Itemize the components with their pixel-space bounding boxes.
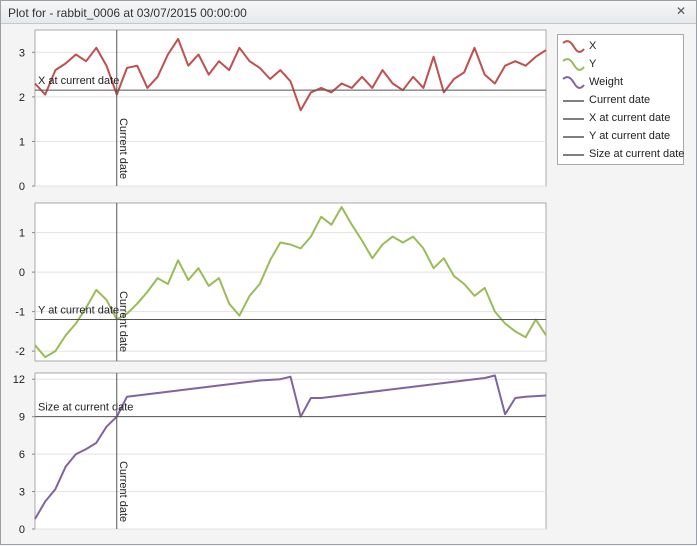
legend-label: Size at current date [589, 148, 685, 160]
y-tick-label: 1 [19, 136, 25, 148]
y-tick-label: 9 [19, 412, 25, 424]
legend-line-icon [563, 136, 584, 138]
legend-item-x: X [562, 38, 682, 56]
legend-label: Weight [589, 76, 624, 88]
legend-line-icon [563, 154, 584, 156]
current-value-label: Size at current date [38, 402, 133, 414]
legend-item-weight: Weight [562, 74, 682, 92]
current-date-label: Current date [117, 291, 129, 352]
y-tick-label: -2 [15, 346, 25, 358]
legend-curve-icon [562, 76, 585, 89]
y-tick-label: 3 [19, 487, 25, 499]
legend-item-y: Y [562, 56, 682, 74]
y-tick-label: 6 [19, 449, 25, 461]
plot-frame [34, 372, 547, 530]
legend-line-icon [563, 118, 584, 120]
legend-line-icon [563, 100, 584, 102]
legend-item-y-at-current-date: Y at current date [562, 128, 682, 146]
legend-label: Y [589, 58, 597, 70]
y-tick-label: 0 [19, 524, 25, 536]
y-tick-label: 0 [19, 181, 25, 193]
y-tick-label: 2 [19, 92, 25, 104]
legend-curve-icon [562, 58, 585, 71]
series-line-y [34, 206, 547, 359]
plot-frame [34, 202, 547, 362]
y-tick-label: 12 [13, 374, 25, 386]
y-tick-label: 1 [19, 228, 25, 240]
chart-panel-1: 0 1 2 3 X at current date Current date [19, 29, 547, 193]
y-tick-label: -1 [15, 307, 25, 319]
y-tick-label: 3 [19, 47, 25, 59]
legend-item-size-at-current-date: Size at current date [562, 146, 685, 164]
legend-item-x-at-current-date: X at current date [562, 110, 682, 128]
current-date-label: Current date [117, 461, 129, 522]
title-bar[interactable]: Plot for - rabbit_0006 at 03/07/2015 00:… [1, 1, 696, 24]
legend-label: Current date [589, 94, 651, 106]
legend: X Y Weight Current date X at current date Y a… [557, 34, 684, 165]
legend-label: X at current date [589, 112, 671, 124]
window-title: Plot for - rabbit_0006 at 03/07/2015 00:… [8, 6, 247, 20]
legend-label: Y at current date [589, 130, 671, 142]
series-line-weight [34, 374, 547, 520]
current-date-label: Current date [117, 118, 129, 179]
legend-item-current-date: Current date [562, 92, 682, 110]
current-value-label: Y at current date [38, 305, 119, 317]
legend-label: X [589, 40, 597, 52]
current-value-label: X at current date [38, 75, 119, 87]
plot-frame [34, 29, 547, 187]
series-line-x [34, 37, 547, 112]
close-icon[interactable]: ✕ [675, 4, 687, 18]
legend-curve-icon [562, 40, 585, 53]
y-tick-label: 0 [19, 267, 25, 279]
chart-panel-3: 0 3 6 9 12 Size at current date Current date [13, 372, 547, 536]
